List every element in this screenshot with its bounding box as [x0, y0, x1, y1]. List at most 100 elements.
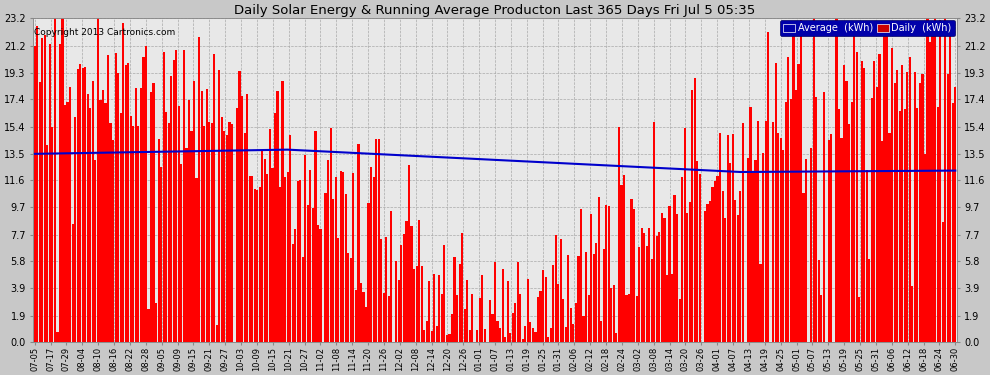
Bar [871, 98, 873, 342]
Bar [34, 46, 36, 342]
Bar [302, 256, 304, 342]
Bar [239, 71, 241, 342]
Bar [383, 293, 385, 342]
Bar [266, 174, 268, 342]
Bar [544, 278, 546, 342]
Bar [944, 18, 946, 342]
Bar [157, 139, 159, 342]
Bar [271, 168, 273, 342]
Bar [418, 220, 420, 342]
Bar [127, 63, 130, 342]
Bar [453, 257, 455, 342]
Bar [815, 97, 818, 342]
Bar [450, 315, 453, 342]
Bar [575, 303, 577, 342]
Bar [49, 44, 50, 342]
Bar [253, 189, 255, 342]
Bar [653, 122, 655, 342]
Bar [932, 26, 934, 342]
Bar [213, 54, 216, 342]
Bar [104, 103, 107, 342]
Bar [678, 299, 681, 342]
Bar [899, 111, 901, 342]
Bar [471, 294, 473, 342]
Bar [413, 269, 415, 342]
Bar [281, 81, 283, 342]
Bar [530, 322, 532, 342]
Bar [655, 236, 658, 342]
Bar [431, 331, 433, 342]
Bar [838, 110, 841, 342]
Bar [107, 55, 109, 342]
Bar [436, 326, 438, 342]
Bar [732, 135, 734, 342]
Bar [403, 234, 405, 342]
Bar [712, 187, 714, 342]
Bar [56, 332, 58, 342]
Bar [426, 321, 428, 342]
Bar [276, 91, 278, 342]
Bar [699, 174, 701, 342]
Bar [549, 328, 551, 342]
Bar [446, 335, 448, 342]
Bar [554, 235, 556, 342]
Bar [367, 203, 369, 342]
Bar [183, 51, 185, 342]
Bar [120, 113, 122, 342]
Bar [676, 214, 678, 342]
Bar [84, 67, 86, 342]
Bar [860, 62, 863, 342]
Bar [772, 122, 774, 342]
Bar [842, 65, 845, 342]
Bar [66, 102, 68, 342]
Bar [375, 139, 377, 342]
Bar [661, 213, 663, 342]
Bar [813, 18, 815, 342]
Bar [466, 280, 468, 342]
Bar [901, 65, 903, 342]
Bar [248, 176, 250, 342]
Bar [481, 275, 483, 342]
Bar [946, 74, 948, 342]
Bar [289, 135, 291, 342]
Bar [616, 333, 618, 342]
Bar [125, 65, 127, 342]
Bar [178, 106, 180, 342]
Bar [133, 126, 135, 342]
Bar [850, 102, 852, 342]
Bar [496, 321, 499, 342]
Bar [190, 131, 193, 342]
Bar [365, 308, 367, 342]
Bar [547, 338, 549, 342]
Bar [335, 177, 337, 342]
Bar [148, 309, 149, 342]
Bar [317, 225, 319, 342]
Bar [757, 120, 759, 342]
Bar [357, 144, 359, 342]
Bar [211, 123, 213, 342]
Bar [218, 70, 221, 342]
Bar [489, 300, 491, 342]
Bar [395, 261, 397, 342]
Bar [352, 173, 354, 342]
Bar [540, 291, 542, 342]
Bar [44, 35, 46, 342]
Bar [294, 229, 296, 342]
Bar [537, 297, 540, 342]
Bar [258, 188, 260, 342]
Bar [618, 127, 620, 342]
Bar [229, 122, 231, 342]
Bar [512, 314, 514, 342]
Bar [286, 172, 289, 342]
Bar [59, 44, 61, 342]
Bar [160, 167, 162, 342]
Bar [117, 74, 119, 342]
Bar [577, 256, 579, 342]
Bar [201, 91, 203, 342]
Bar [719, 133, 721, 342]
Bar [149, 92, 152, 342]
Bar [954, 87, 956, 342]
Bar [927, 18, 929, 342]
Bar [269, 129, 271, 342]
Bar [648, 228, 650, 342]
